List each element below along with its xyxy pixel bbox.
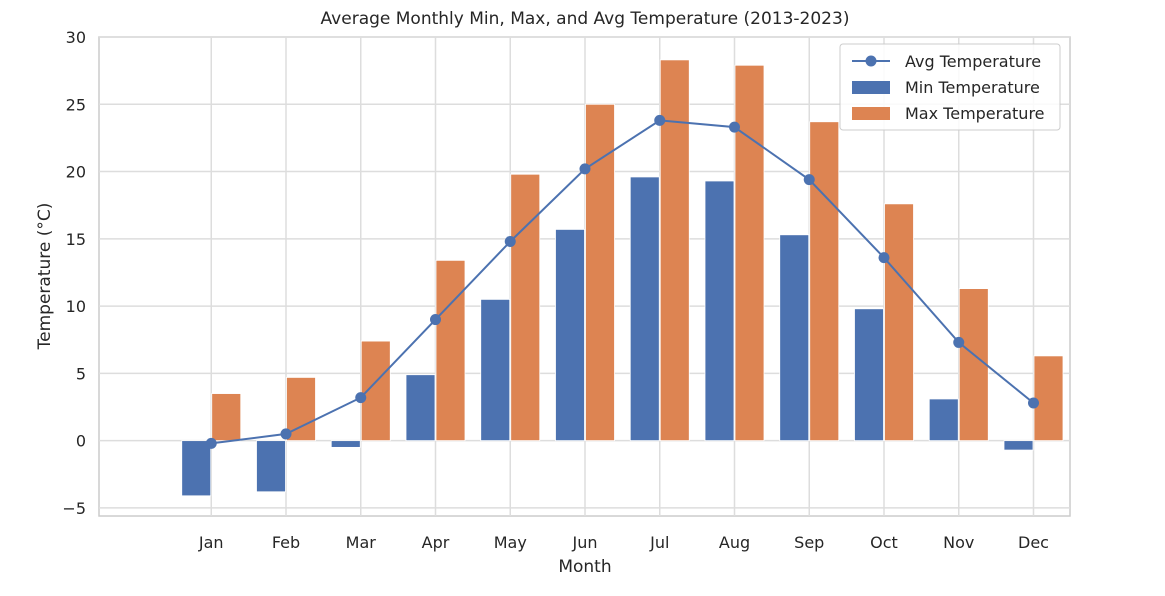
legend: Avg Temperature Min Temperature Max Temp…	[839, 43, 1061, 131]
min-bar	[1003, 440, 1034, 451]
max-bar	[884, 203, 914, 442]
max-bar	[659, 59, 690, 442]
max-bar	[360, 340, 391, 442]
y-tick-label: 0	[76, 432, 86, 451]
y-tick-label: 30	[66, 28, 86, 47]
min-bar	[181, 440, 212, 497]
y-axis-label: Temperature (°C)	[35, 203, 55, 351]
x-tick-label: Mar	[346, 533, 377, 552]
legend-box	[839, 43, 1061, 131]
avg-line	[205, 114, 1039, 449]
min-bar	[405, 374, 436, 442]
avg-point	[1028, 397, 1039, 409]
max-bar	[1033, 355, 1064, 442]
avg-line-path	[211, 119, 1035, 445]
avg-point	[205, 437, 217, 449]
legend-max-label: Max Temperature	[905, 104, 1045, 123]
legend-min-swatch	[852, 81, 890, 94]
max-bar	[734, 64, 765, 442]
avg-point	[729, 121, 740, 133]
avg-point	[504, 236, 516, 248]
x-tick-label: Aug	[719, 533, 750, 552]
y-tick-label: −5	[62, 499, 86, 518]
x-tick-label: Jun	[572, 533, 598, 552]
chart-title: Average Monthly Min, Max, and Avg Temper…	[321, 9, 850, 29]
x-tick-label: Feb	[272, 533, 300, 552]
x-tick-label: Jul	[649, 533, 669, 552]
max-bar	[958, 288, 989, 442]
y-tick-label: 10	[66, 297, 86, 316]
avg-point	[579, 163, 591, 175]
max-bar	[510, 173, 541, 442]
x-tick-label: Dec	[1018, 533, 1049, 552]
min-bar	[330, 440, 361, 448]
x-tick-label: Jan	[198, 533, 224, 552]
y-tick-label: 25	[66, 95, 86, 114]
y-tick-label: 15	[66, 230, 86, 249]
legend-max-swatch	[852, 107, 890, 120]
min-bar	[854, 308, 884, 442]
min-bar	[629, 176, 660, 442]
min-bar	[480, 298, 511, 442]
legend-avg-marker	[865, 55, 877, 67]
x-tick-label: Sep	[794, 533, 824, 552]
x-tick-label: May	[494, 533, 527, 552]
avg-point	[355, 392, 367, 404]
y-tick-label: 20	[66, 163, 86, 182]
x-tick-labels: Jan Feb Mar Apr May Jun Jul Aug Sep Oct Nov Dec	[198, 533, 1049, 552]
min-bar	[779, 234, 810, 442]
x-axis-label: Month	[558, 557, 611, 577]
max-bar	[211, 393, 242, 442]
max-bar	[585, 103, 615, 442]
y-tick-labels: −5 0 5 10 15 20 25 30	[62, 28, 86, 518]
max-bar	[809, 121, 840, 442]
max-bar	[286, 377, 316, 442]
avg-point	[654, 114, 666, 126]
max-bar	[435, 259, 466, 442]
bars	[181, 59, 1064, 497]
avg-point	[803, 174, 815, 186]
min-bar	[704, 180, 735, 442]
x-tick-label: Nov	[943, 533, 974, 552]
avg-point	[280, 428, 292, 440]
avg-point	[953, 336, 965, 348]
min-bar	[555, 229, 585, 442]
x-tick-label: Oct	[870, 533, 898, 552]
y-tick-label: 5	[76, 364, 86, 383]
avg-point	[430, 314, 441, 326]
legend-avg-label: Avg Temperature	[905, 52, 1041, 71]
x-tick-label: Apr	[422, 533, 450, 552]
avg-point	[878, 252, 890, 264]
legend-min-label: Min Temperature	[905, 78, 1040, 97]
min-bar	[256, 440, 286, 493]
min-bar	[928, 398, 959, 442]
